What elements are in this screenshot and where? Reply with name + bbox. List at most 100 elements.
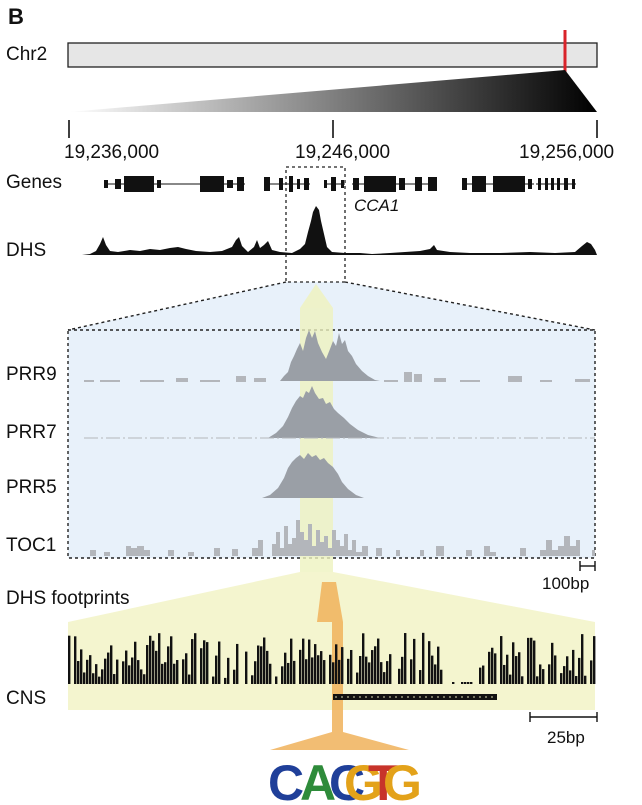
footprint-bar: [134, 641, 137, 684]
footprint-bar: [434, 664, 437, 684]
footprint-bar: [494, 653, 497, 684]
dhs-footprint-bars: [68, 632, 596, 684]
footprint-bar: [509, 674, 512, 684]
footprint-bar: [257, 645, 260, 684]
scale-bar-25bp: [529, 712, 598, 722]
footprint-bar: [362, 633, 365, 684]
footprint-bar: [533, 640, 536, 684]
chip-label-toc1: TOC1: [6, 535, 57, 556]
footprint-bar: [200, 648, 203, 684]
footprint-bar: [164, 662, 167, 684]
highlight-column-top: [300, 284, 333, 308]
footprint-bar: [149, 635, 152, 684]
footprint-bar: [398, 668, 401, 684]
motif-letter-6: G: [383, 755, 420, 805]
scale-bar-100bp-label: 100bp: [542, 574, 590, 593]
footprint-bar: [101, 669, 104, 684]
footprint-bar: [551, 642, 554, 684]
footprint-bar: [488, 651, 491, 684]
footprint-bar: [263, 637, 266, 684]
footprint-bar: [380, 662, 383, 684]
footprint-bar: [521, 676, 524, 684]
footprint-bar: [311, 657, 314, 684]
footprint-bar: [368, 662, 371, 684]
footprint-bar: [86, 659, 89, 684]
footprint-bar: [440, 669, 443, 684]
footprint-bar: [308, 639, 311, 684]
motif-logo: C A C G T G: [268, 755, 422, 805]
footprint-bar: [218, 641, 221, 684]
motif-band-top: [317, 582, 343, 622]
footprint-bar: [212, 676, 215, 684]
footprint-bar: [401, 656, 404, 684]
footprint-bar: [176, 660, 179, 684]
footprint-bar: [131, 657, 134, 684]
chromosome-bar: [67, 42, 598, 68]
footprint-bar: [542, 669, 545, 684]
footprint-bar: [461, 682, 464, 684]
footprint-bar: [89, 655, 92, 684]
footprint-bar: [287, 662, 290, 684]
motif-letter-3: C: [329, 755, 364, 805]
footprint-bar: [590, 660, 593, 684]
dhs-signal: [82, 206, 597, 255]
footprint-bar: [578, 657, 581, 684]
footprint-bar: [137, 660, 140, 684]
motif-letter-2: A: [300, 755, 335, 805]
footprint-bar: [206, 642, 209, 684]
footprint-bar: [482, 665, 485, 684]
zoom-funnel-line-left: [67, 281, 287, 331]
footprint-bar: [170, 636, 173, 684]
footprint-bar: [338, 659, 341, 684]
footprint-bar: [452, 682, 455, 684]
footprint-bar: [350, 649, 353, 684]
footprint-bar: [593, 636, 596, 684]
footprint-bar: [305, 659, 308, 684]
footprint-bar: [167, 646, 170, 684]
footprint-bar: [548, 664, 551, 684]
footprint-bar: [371, 650, 374, 684]
footprint-bar: [92, 673, 95, 684]
footprint-bar: [95, 664, 98, 684]
footprint-bar: [431, 655, 434, 684]
chip-signal-toc1: [84, 520, 595, 556]
footprint-bar: [275, 676, 278, 684]
footprint-bar: [491, 647, 494, 684]
motif-letter-5: T: [368, 755, 398, 805]
footprint-bar: [413, 638, 416, 684]
footprint-bar: [146, 645, 149, 684]
footprint-bar: [116, 659, 119, 684]
chip-label-prr7: PRR7: [6, 422, 57, 443]
footprint-bar: [329, 654, 332, 684]
footprint-bar: [68, 635, 71, 684]
footprint-bar: [185, 653, 188, 684]
panel-label: B: [8, 4, 24, 29]
cca1-gene-label: CCA1: [354, 196, 400, 215]
genes-track-label: Genes: [6, 172, 62, 193]
footprint-bar: [470, 682, 473, 684]
motif-letter-4: G: [344, 755, 381, 805]
footprint-bar: [152, 640, 155, 684]
footprint-bar: [554, 655, 557, 684]
scale-bar-100bp: [579, 561, 596, 571]
footprint-bar: [347, 658, 350, 684]
footprint-bar: [500, 636, 503, 684]
footprint-bar: [113, 674, 116, 684]
footprint-bar: [143, 674, 146, 684]
footprint-bar: [356, 672, 359, 684]
footprint-bar: [584, 675, 587, 684]
footprint-bar: [245, 651, 248, 684]
footprint-bar: [188, 674, 191, 684]
footprint-bar: [467, 682, 470, 684]
footprint-bar: [389, 654, 392, 684]
footprint-bar: [80, 649, 83, 684]
chip-label-prr5: PRR5: [6, 477, 57, 498]
footprint-bar: [293, 660, 296, 684]
footprint-bar: [428, 641, 431, 684]
footprint-bar: [374, 646, 377, 684]
footprint-bar: [539, 664, 542, 684]
footprint-bar: [290, 638, 293, 684]
footprint-bar: [236, 643, 239, 684]
footprint-bar: [155, 650, 158, 684]
